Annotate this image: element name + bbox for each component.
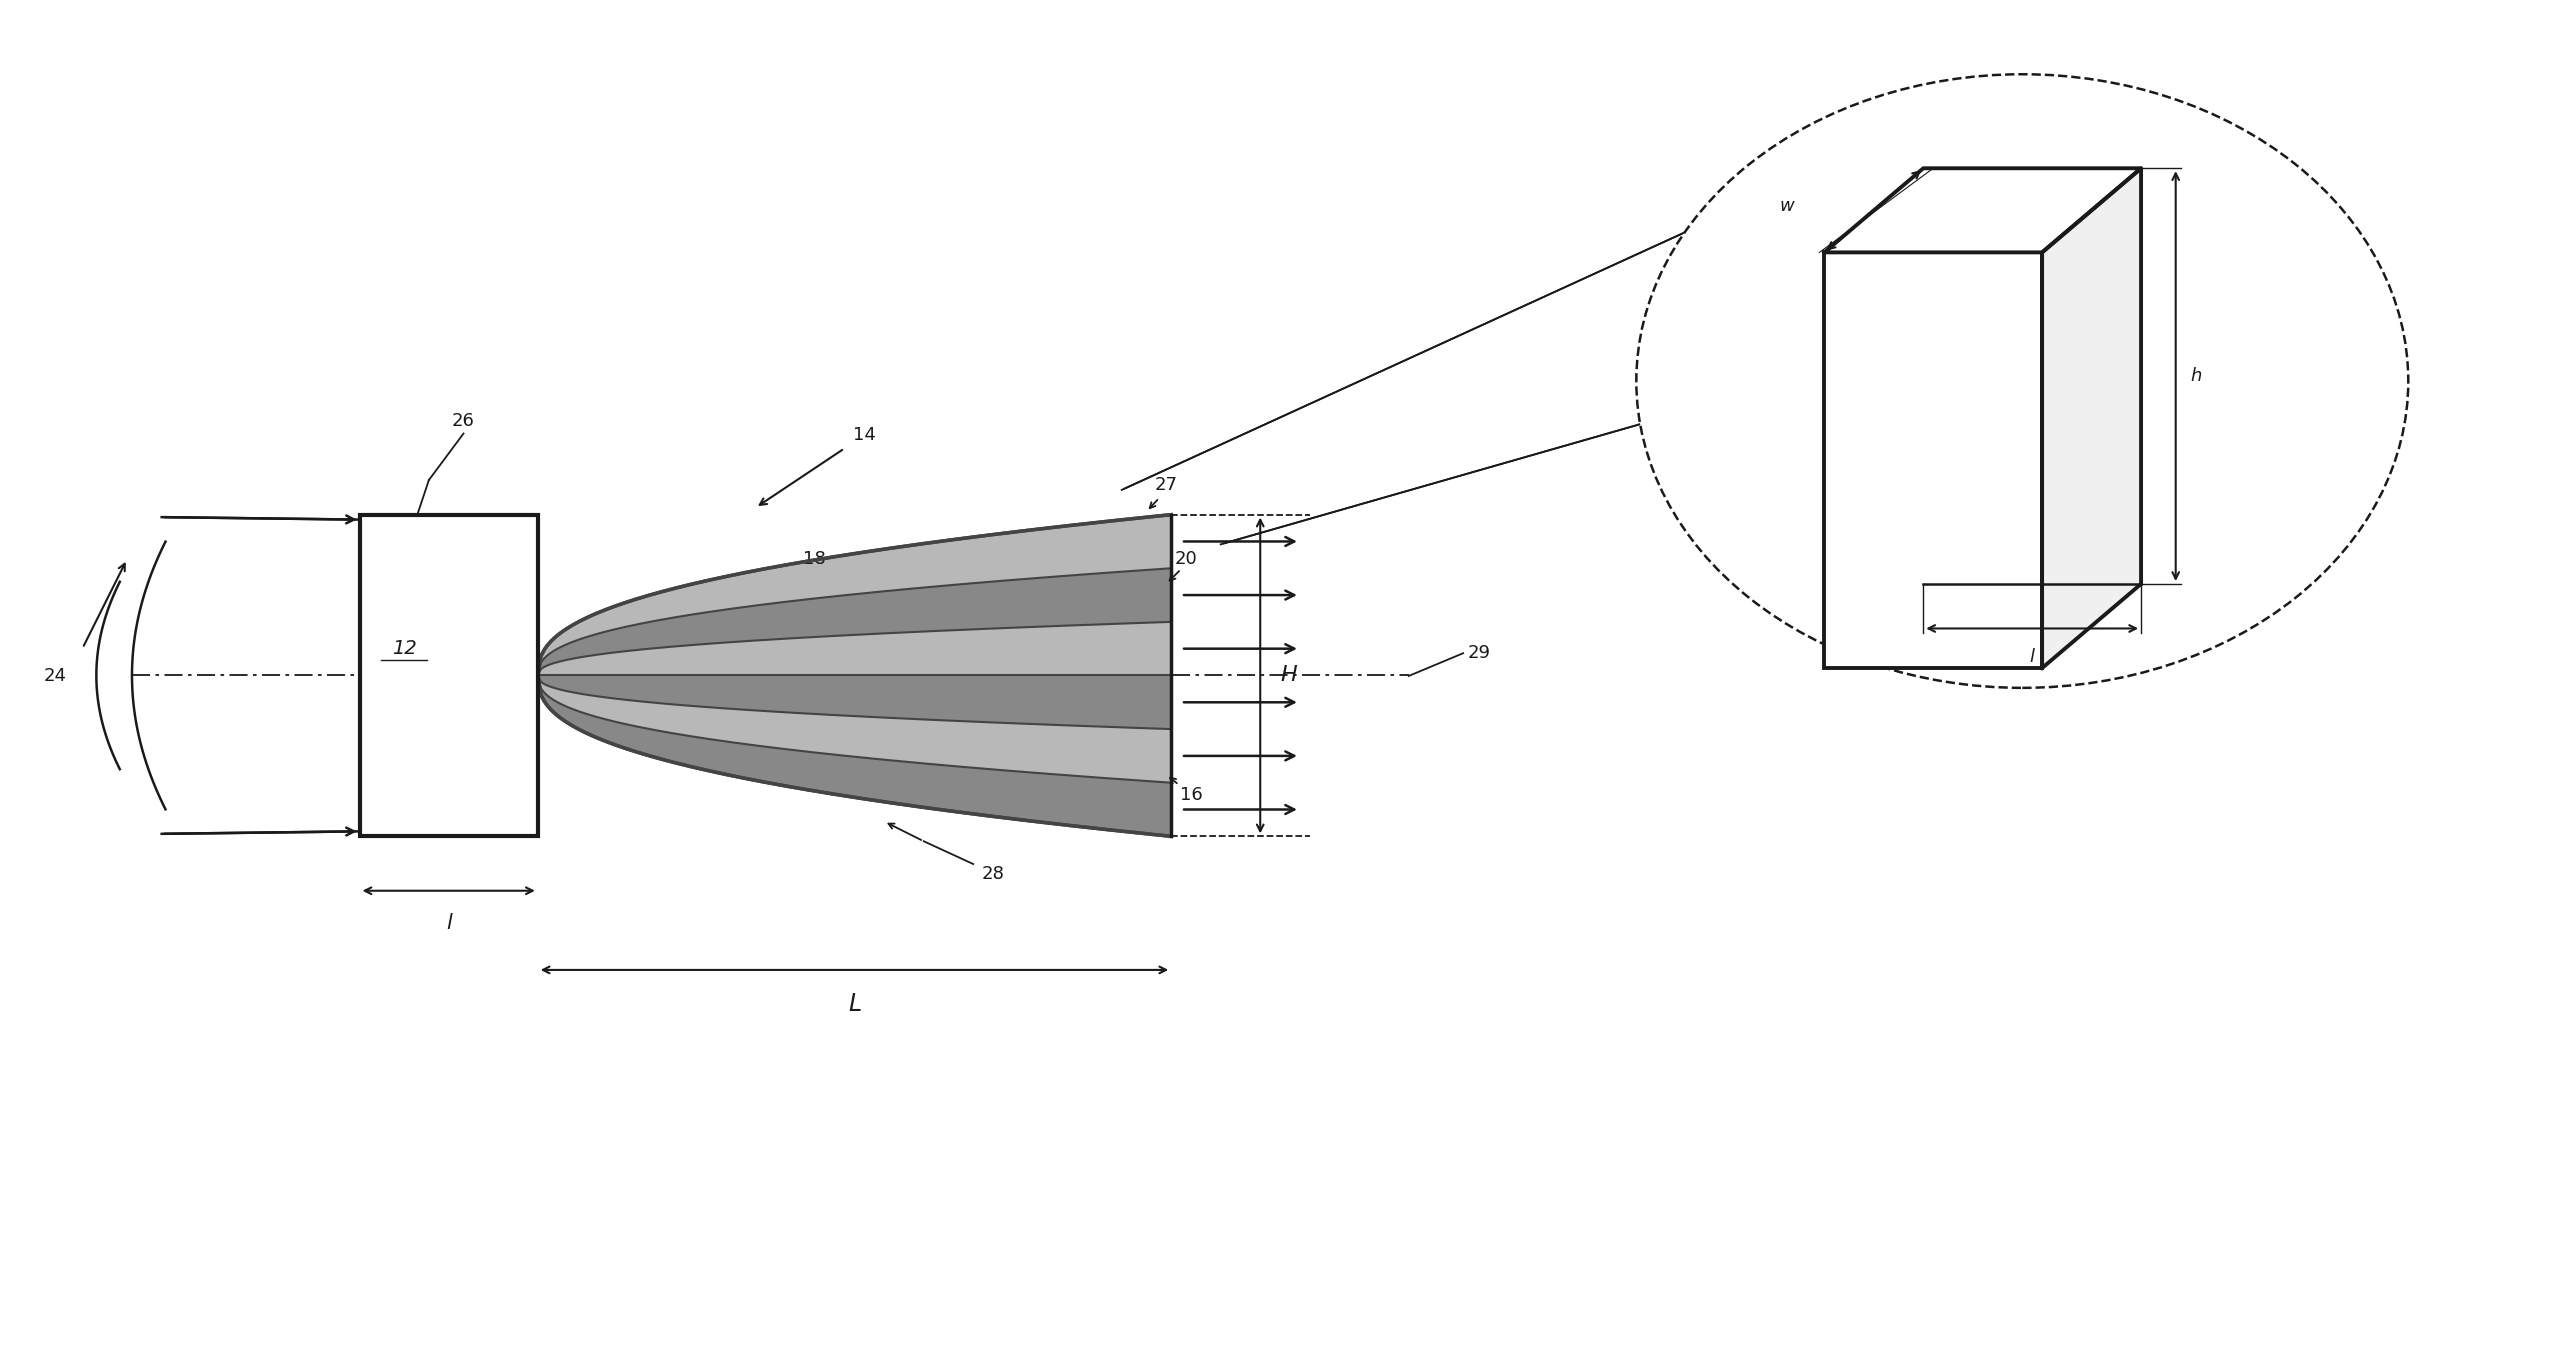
Text: 20: 20 — [1175, 550, 1198, 569]
Bar — [1824, 252, 2043, 669]
Text: 16: 16 — [1180, 786, 1203, 803]
Text: l: l — [2030, 648, 2035, 666]
Polygon shape — [539, 675, 1170, 836]
Polygon shape — [2043, 168, 2140, 669]
Polygon shape — [539, 621, 1170, 675]
Text: H: H — [1280, 666, 1296, 686]
Polygon shape — [539, 569, 1170, 675]
Bar — [359, 515, 539, 836]
Text: 27: 27 — [1155, 476, 1178, 493]
Text: 29: 29 — [1468, 644, 1491, 662]
Polygon shape — [539, 515, 1170, 836]
Text: 14: 14 — [852, 426, 875, 445]
Text: 12: 12 — [393, 639, 416, 658]
Text: 26: 26 — [452, 411, 475, 430]
Ellipse shape — [1637, 74, 2409, 687]
Polygon shape — [539, 675, 1170, 783]
Polygon shape — [1824, 168, 2140, 252]
Text: 24: 24 — [44, 667, 67, 685]
Text: w: w — [1781, 197, 1794, 216]
Text: 18: 18 — [803, 550, 826, 569]
Text: L: L — [847, 992, 862, 1015]
Polygon shape — [539, 675, 1170, 729]
Polygon shape — [539, 515, 1170, 675]
Text: l: l — [446, 913, 452, 933]
Text: h: h — [2191, 367, 2202, 386]
Text: 28: 28 — [983, 865, 1003, 883]
